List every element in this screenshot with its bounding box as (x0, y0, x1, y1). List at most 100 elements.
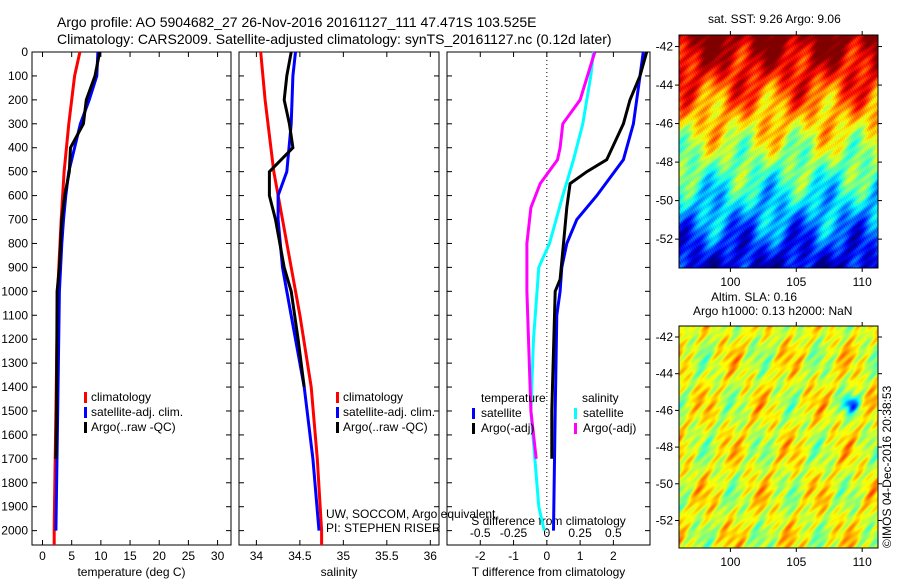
legend-label: climatology (91, 390, 151, 404)
depth-tick-label: 1200 (1, 332, 28, 346)
legend-swatch (574, 408, 577, 419)
sla-map-subtitle: Argo h1000: 0.13 h2000: NaN (693, 304, 853, 318)
legend-title-salinity: salinity (582, 391, 619, 405)
legend-swatch (84, 392, 87, 403)
depth-tick-label: 1500 (1, 404, 28, 418)
salinity-axes-box (238, 51, 440, 546)
series-line-argo-raw-qc- (54, 51, 102, 459)
legend-title-temperature: temperature (481, 391, 546, 405)
x-tick-label: 25 (182, 549, 196, 563)
depth-tick-label: 1900 (1, 500, 28, 514)
sla-map-image (679, 326, 878, 548)
depth-tick-label: 1700 (1, 452, 28, 466)
lat-tick-label: -48 (656, 155, 674, 169)
depth-tick-label: 800 (8, 236, 28, 250)
x-tick-label: 5 (68, 549, 75, 563)
lon-tick-label: 110 (853, 275, 872, 289)
legend-swatch (472, 408, 475, 419)
depth-tick-label: 1800 (1, 476, 28, 490)
difference-axes-box (446, 51, 651, 546)
x-tick-label: 35.5 (375, 549, 399, 563)
depth-tick-label: 600 (8, 189, 28, 203)
lat-tick-label: -48 (656, 440, 674, 454)
legend-swatch (472, 423, 475, 434)
temperature-xlabel: temperature (deg C) (77, 565, 185, 579)
depth-tick-label: 500 (8, 165, 28, 179)
lat-tick-label: -44 (656, 78, 674, 92)
salinity-xlabel: salinity (321, 565, 358, 579)
figure-title-line1: Argo profile: AO 5904682_27 26-Nov-2016 … (57, 14, 537, 30)
s-tick-label: -0.25 (500, 526, 528, 540)
depth-tick-label: 900 (8, 260, 28, 274)
lat-tick-label: -50 (656, 194, 674, 208)
depth-tick-label: 1300 (1, 356, 28, 370)
lat-tick-label: -44 (656, 367, 674, 381)
series-line-satellite-adj-clim- (54, 51, 100, 531)
lat-tick-label: -50 (656, 477, 674, 491)
x-tick-label: 2 (610, 549, 617, 563)
depth-tick-label: 1400 (1, 380, 28, 394)
x-tick-label: 34.5 (288, 549, 312, 563)
depth-tick-label: 0 (21, 45, 28, 59)
series-line-climatology (259, 51, 324, 545)
legend-swatch (84, 422, 87, 433)
legend-label: Argo(-adj) (583, 421, 636, 435)
x-tick-label: 30 (211, 549, 225, 563)
legend-label: satellite-adj. clim. (91, 405, 183, 419)
s-tick-label: 0.25 (568, 526, 592, 540)
lat-tick-label: -42 (656, 330, 674, 344)
depth-tick-label: 400 (8, 141, 28, 155)
legend-label: Argo(-adj) (481, 421, 534, 435)
difference-xlabel: T difference from climatology (472, 565, 626, 579)
s-axis-label: S difference from climatology (471, 514, 626, 528)
legend-label: satellite (481, 406, 522, 420)
depth-tick-label: 2000 (1, 524, 28, 538)
lat-tick-label: -46 (656, 403, 674, 417)
lon-tick-label: 100 (720, 555, 740, 569)
lat-tick-label: -52 (656, 513, 674, 527)
series-line-t-argo-adj- (550, 51, 649, 459)
sst-map-frame (678, 34, 879, 269)
lon-tick-label: 100 (720, 275, 740, 289)
lon-tick-label: 105 (786, 555, 806, 569)
s-tick-label: -0.5 (470, 526, 491, 540)
depth-tick-label: 700 (8, 213, 28, 227)
x-tick-label: 10 (94, 549, 108, 563)
x-tick-label: -2 (475, 549, 486, 563)
depth-tick-label: 1000 (1, 284, 28, 298)
sla-map-frame (678, 325, 879, 549)
legend-label: satellite (583, 406, 624, 420)
sst-map-title: sat. SST: 9.26 Argo: 9.06 (708, 12, 841, 26)
legend-swatch (574, 423, 577, 434)
legend-label: satellite-adj. clim. (343, 405, 435, 419)
series-line-t-satellite (552, 51, 645, 531)
legend-label: Argo(..raw -QC) (343, 420, 428, 434)
legend-swatch (84, 407, 87, 418)
lon-tick-label: 110 (853, 555, 872, 569)
x-tick-label: 15 (123, 549, 137, 563)
x-tick-label: 36 (424, 549, 438, 563)
lat-tick-label: -46 (656, 117, 674, 131)
depth-tick-label: 200 (8, 93, 28, 107)
x-tick-label: 0 (543, 549, 550, 563)
legend-swatch (336, 407, 339, 418)
series-line-s-argo-adj- (525, 51, 597, 459)
lat-tick-label: -52 (656, 232, 674, 246)
series-line-argo-raw-qc- (267, 51, 306, 388)
s-tick-label: 0 (543, 526, 550, 540)
figure-title-line2: Climatology: CARS2009. Satellite-adjuste… (57, 31, 612, 47)
temperature-axes-box (31, 51, 232, 546)
x-tick-label: -1 (508, 549, 519, 563)
lat-tick-label: -42 (656, 40, 674, 54)
lon-tick-label: 105 (786, 275, 806, 289)
x-tick-label: 35 (337, 549, 351, 563)
depth-tick-label: 100 (8, 69, 28, 83)
x-tick-label: 1 (577, 549, 584, 563)
sst-map-image (679, 35, 878, 268)
sla-map-title: Altim. SLA: 0.16 (711, 290, 798, 304)
x-tick-label: 34 (250, 549, 264, 563)
float-info-line2: PI: STEPHEN RISER (326, 521, 441, 535)
series-line-satellite-adj-clim- (276, 51, 321, 531)
depth-tick-label: 1100 (2, 308, 28, 322)
